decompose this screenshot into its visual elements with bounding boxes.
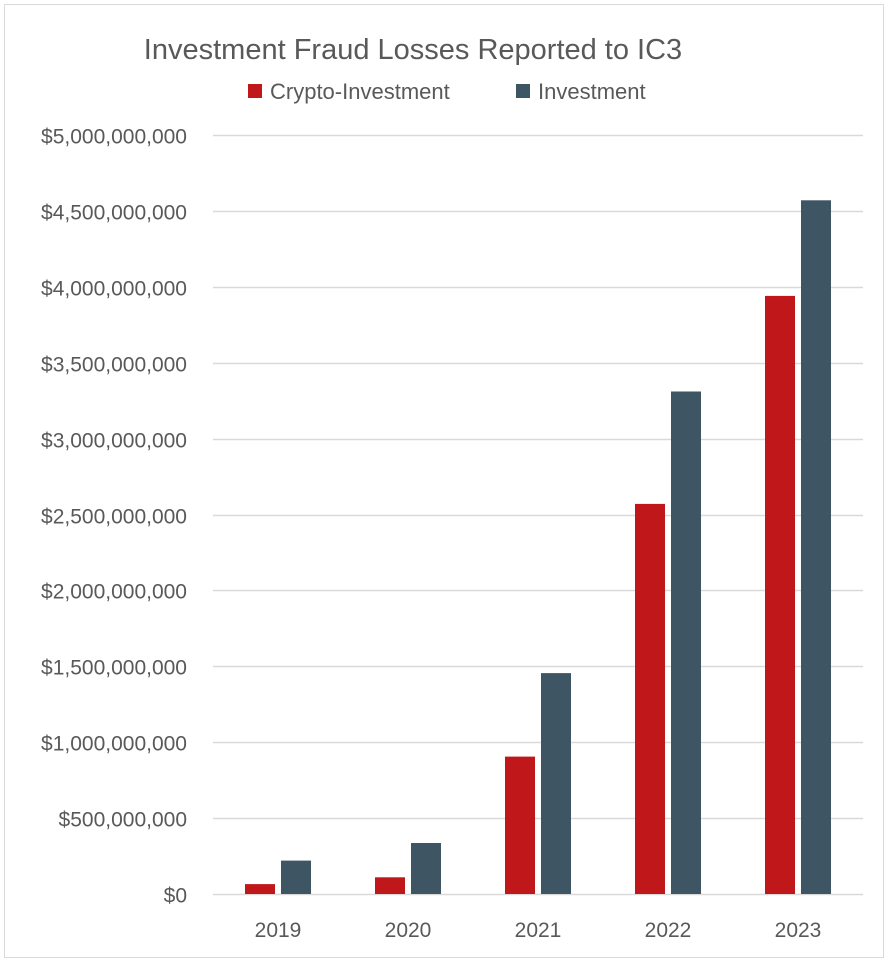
y-tick-label: $4,500,000,000 [41,202,187,225]
y-axis-tick-labels: $0 $500,000,000 $1,000,000,000 $1,500,000,0… [41,126,187,908]
legend-swatch-crypto-investment [248,84,262,98]
bar-investment-2023 [801,200,831,895]
x-tick-label-2022: 2022 [645,919,692,942]
y-tick-label: $3,000,000,000 [41,430,187,453]
bar-investment-2021 [541,673,571,894]
bar-investment-2020 [411,843,441,894]
y-tick-label: $1,000,000,000 [41,733,187,756]
x-tick-label-2020: 2020 [385,919,432,942]
y-tick-label: $4,000,000,000 [41,278,187,301]
y-tick-label: $500,000,000 [59,809,187,832]
y-tick-label: $0 [164,885,187,908]
bar-crypto-investment-2021 [505,756,535,894]
legend-swatch-investment [516,84,530,98]
y-tick-label: $2,000,000,000 [41,581,187,604]
chart-title: Investment Fraud Losses Reported to IC3 [144,34,682,66]
bar-investment-2019 [281,860,311,894]
x-tick-label-2019: 2019 [255,919,302,942]
y-tick-label: $3,500,000,000 [41,354,187,377]
bar-crypto-investment-2023 [765,295,795,894]
gridlines [213,134,863,896]
bar-crypto-investment-2020 [375,877,405,894]
x-tick-label-2021: 2021 [515,919,562,942]
y-tick-label: $1,500,000,000 [41,657,187,680]
bar-crypto-investment-2022 [635,503,665,894]
legend-label-crypto-investment: Crypto-Investment [270,79,450,104]
legend: Crypto-Investment Investment [248,79,646,104]
y-tick-label: $2,500,000,000 [41,506,187,529]
bars [245,200,831,895]
x-axis-tick-labels: 2019 2020 2021 2022 2023 [255,919,822,942]
legend-label-investment: Investment [538,79,646,104]
y-tick-label: $5,000,000,000 [41,126,187,149]
bar-crypto-investment-2019 [245,884,275,894]
chart-frame [4,4,884,958]
legend-item-crypto-investment: Crypto-Investment [248,79,450,104]
bar-investment-2022 [671,391,701,894]
x-tick-label-2023: 2023 [775,919,822,942]
legend-item-investment: Investment [516,79,646,104]
